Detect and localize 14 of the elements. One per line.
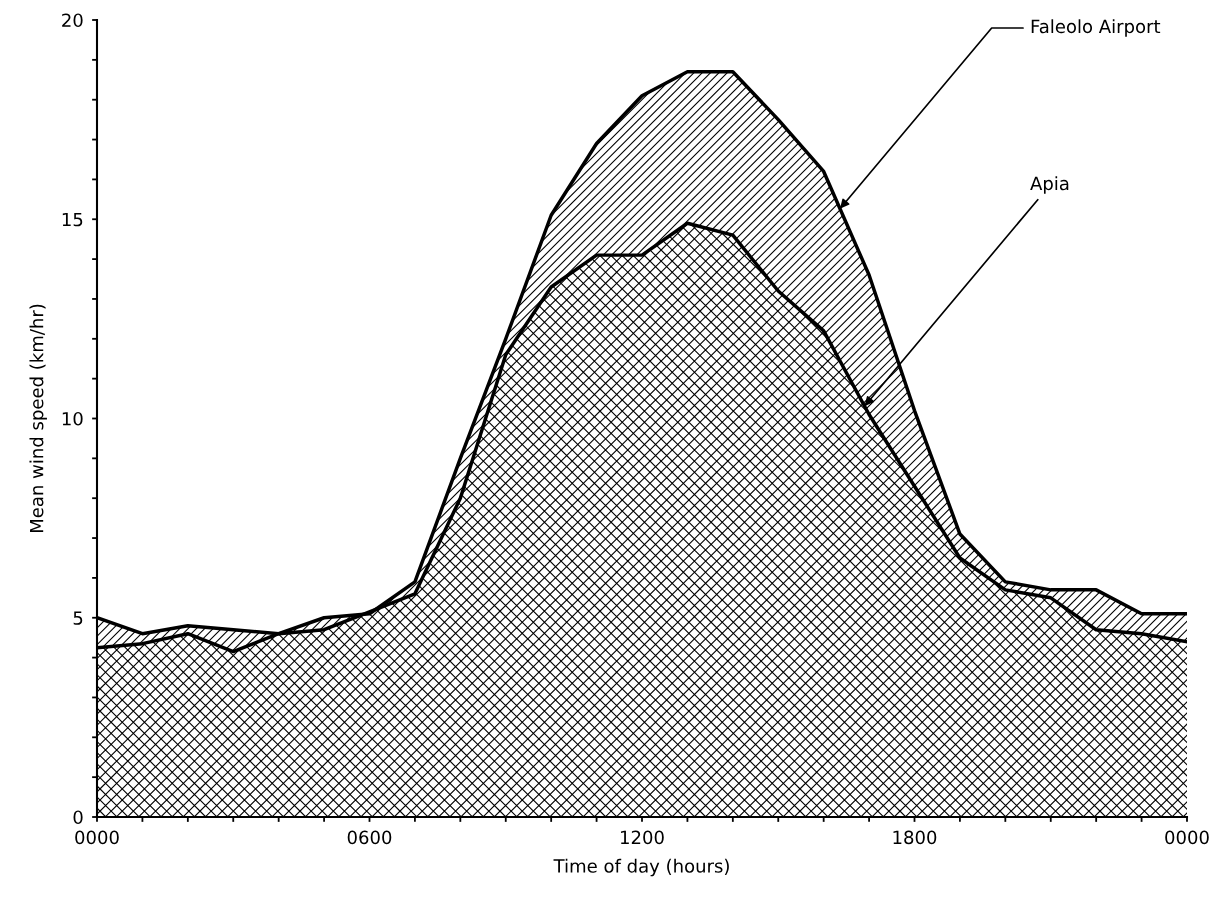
x-tick-label: 0600: [347, 830, 392, 845]
y-tick-label: 10: [62, 411, 83, 426]
x-tick-label: 1200: [621, 830, 664, 845]
y-tick-label: 5: [73, 611, 83, 625]
text: Apia: [1030, 176, 1069, 194]
text: Faleolo Airport: [1031, 19, 1161, 37]
y-tick-label: 0: [73, 810, 83, 825]
y-tick-label: 15: [62, 212, 83, 227]
x-tick-label: 1800: [893, 830, 937, 845]
x-tick-label: 0000: [1165, 830, 1209, 845]
x-axis-title: Time of day (hours): [553, 858, 729, 877]
y-axis-title: Mean wind speed (km/hr): [29, 304, 47, 533]
y-tick-label: 20: [62, 13, 83, 28]
x-tick-label: 0000: [75, 830, 119, 845]
